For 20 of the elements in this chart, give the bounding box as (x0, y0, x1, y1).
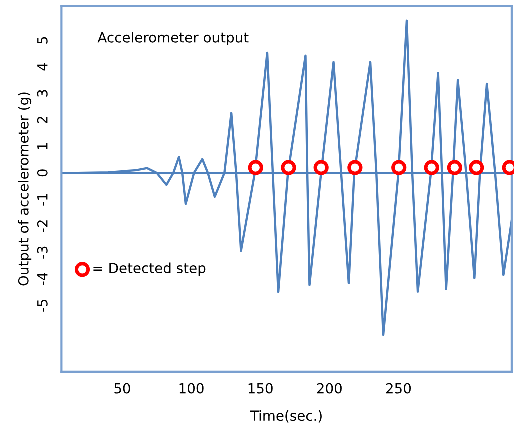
y-tick-label: 3 (37, 90, 48, 97)
y-tick-label: 4 (38, 63, 48, 71)
y-tick-label: 2 (37, 117, 48, 124)
x-tick-label: 100 (180, 383, 204, 394)
annotation: Accelerometer output (98, 32, 249, 46)
y-axis-title: Output of accelerometer (g) (18, 92, 32, 286)
x-tick-label: 200 (317, 383, 342, 394)
x-tick-label: 250 (386, 383, 412, 394)
y-tick-label: -5 (38, 300, 48, 312)
legend-label: = Detected step (94, 262, 206, 276)
y-tick-label: -4 (38, 273, 48, 286)
y-tick-label: -3 (37, 246, 48, 259)
y-tick-label: -2 (37, 220, 48, 232)
x-axis-title: Time(sec.) (250, 410, 322, 423)
y-tick-label: -1 (38, 194, 48, 206)
y-tick-label: 0 (37, 170, 48, 177)
x-tick-label: 150 (248, 383, 273, 394)
x-tick-label: 50 (114, 383, 130, 394)
y-tick-label: 5 (38, 37, 48, 44)
y-tick-label: 1 (38, 143, 48, 150)
